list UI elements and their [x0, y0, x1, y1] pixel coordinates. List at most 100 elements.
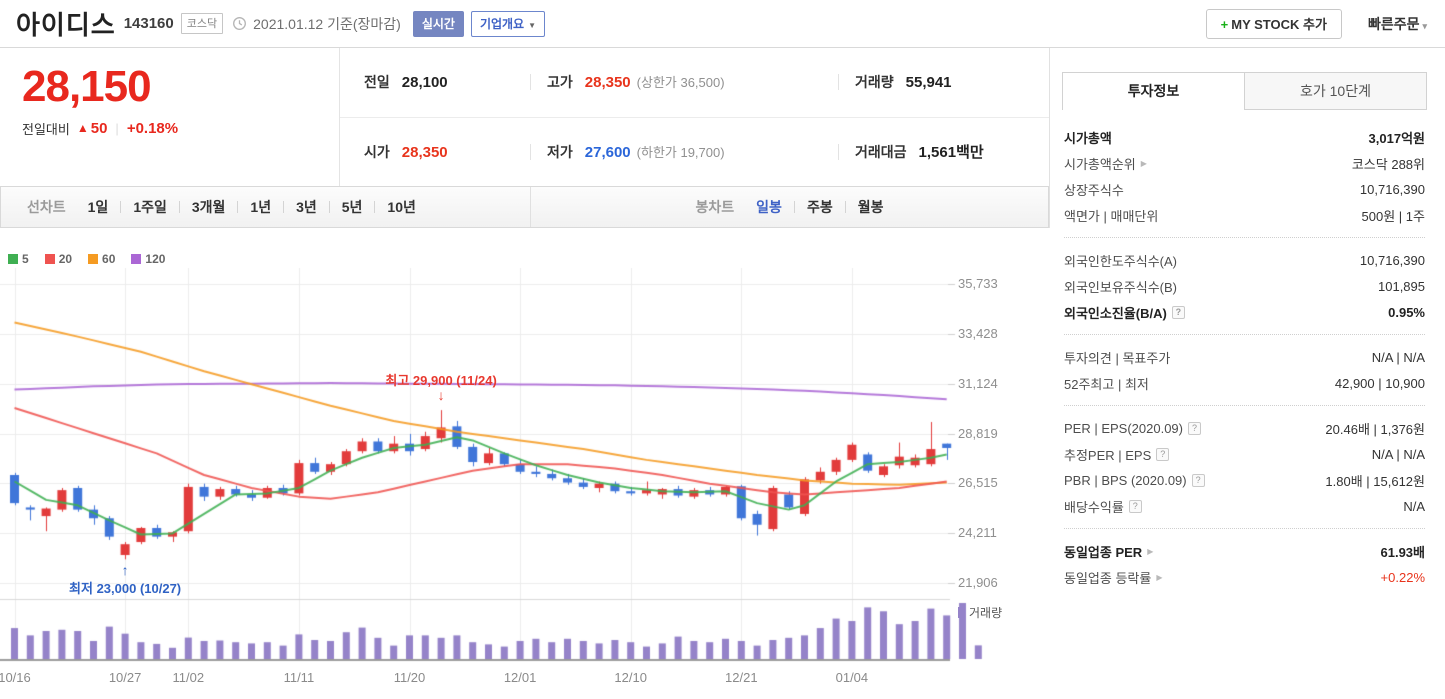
investor-info-rows: 시가총액 3,017억원 시가총액순위 ▶ 코스닥 288위 상장주식수 10,716,39…: [1062, 110, 1427, 590]
info-row-label[interactable]: 동일업종 등락률 ▶: [1064, 570, 1163, 586]
y-axis-tick-label: 35,733: [958, 276, 998, 291]
tab-investor-info[interactable]: 투자정보: [1062, 72, 1245, 110]
realtime-button[interactable]: 실시간: [412, 10, 464, 37]
y-axis-tick-label: 33,428: [958, 325, 998, 341]
legend-swatch: [131, 254, 142, 264]
change-value: 50: [90, 119, 108, 137]
info-row-label: 액면가 | 매매단위: [1064, 208, 1159, 224]
chevron-right-icon: ▶: [1147, 546, 1154, 556]
y-axis-tick-label: 31,124: [958, 375, 998, 391]
chart-annotation: 최고 29,900 (11/24): [385, 373, 497, 389]
help-icon[interactable]: ?: [1188, 421, 1201, 435]
tab-candle-월봉[interactable]: 월봉: [857, 199, 884, 215]
volume-legend: 거래량: [958, 604, 1002, 621]
chevron-right-icon: ▶: [1140, 158, 1147, 168]
info-row-label: 외국인한도주식수(A): [1064, 253, 1178, 269]
info-row-1: 시가총액순위 ▶ 코스닥 288위: [1064, 150, 1425, 176]
x-axis-tick-label: 12/10: [614, 670, 647, 685]
quick-order-button[interactable]: 빠른주문 ▾: [1367, 15, 1427, 32]
price-summary: 28,150 전일대비 ▲ 50 | +0.18% 전일 28,100: [0, 48, 1049, 186]
tab-candle-일봉[interactable]: 일봉: [756, 199, 782, 215]
legend-label: 120: [145, 252, 166, 266]
info-row-value: 코스닥 288위: [1351, 156, 1425, 172]
current-price: 28,150: [22, 62, 152, 111]
chevron-down-icon: ▼: [528, 20, 537, 30]
info-row-6: 외국인소진율(B/A)? 0.95%: [1064, 299, 1425, 325]
info-row-value: 20.46배 | 1,376원: [1325, 421, 1425, 437]
investor-panel-tabs: 투자정보 호가 10단계: [1062, 72, 1427, 110]
legend-label: 5: [22, 252, 29, 266]
y-axis-tick-label: 24,211: [958, 525, 997, 541]
info-row-value: N/A | N/A: [1371, 349, 1425, 365]
tab-period-3개월[interactable]: 3개월: [191, 199, 226, 215]
info-row-label[interactable]: 동일업종 PER ▶: [1064, 544, 1154, 560]
plus-icon: +: [1220, 17, 1229, 32]
info-row-label[interactable]: 시가총액순위 ▶: [1064, 156, 1147, 172]
line-chart-group-label: 선차트: [27, 199, 66, 215]
info-row-label: 배당수익률?: [1064, 497, 1142, 516]
company-overview-button[interactable]: 기업개요 ▼: [470, 10, 546, 37]
investor-info-panel: 투자정보 호가 10단계 시가총액 3,017억원 시가총액순위 ▶ 코스닥 288위 상…: [1050, 48, 1445, 698]
info-row-value: 101,895: [1378, 278, 1425, 294]
info-row-label: PBR | BPS (2020.09)?: [1064, 473, 1205, 488]
ohlc-table: 전일 28,100 고가 28,350 (상한가 36,500) 거래량 55,…: [340, 48, 1049, 186]
ma-legend-item: 5: [8, 252, 29, 266]
section-divider: [1064, 334, 1425, 335]
chevron-down-icon: ▾: [1422, 20, 1427, 31]
tab-period-1일[interactable]: 1일: [87, 199, 109, 215]
volume-cell: 거래량 55,941: [855, 74, 952, 92]
info-row-value: 10,716,390: [1359, 252, 1425, 268]
info-row-12: 배당수익률? N/A: [1064, 493, 1425, 519]
info-row-9: PER | EPS(2020.09)? 20.46배 | 1,376원: [1064, 415, 1425, 441]
info-row-0: 시가총액 3,017억원: [1064, 124, 1425, 150]
candle-chart-tabs: 봉차트 일봉 주봉 월봉: [530, 187, 1048, 227]
info-row-7: 투자의견 | 목표주가 N/A | N/A: [1064, 344, 1425, 370]
legend-swatch: [44, 254, 55, 264]
x-axis-tick-label: 11/20: [393, 670, 426, 685]
tab-period-1주일[interactable]: 1주일: [133, 199, 167, 215]
moving-average-legend: 5 20 60 120: [8, 252, 181, 266]
section-divider: [1064, 405, 1425, 406]
tab-candle-주봉[interactable]: 주봉: [806, 199, 833, 215]
stock-code: 143160: [123, 15, 174, 32]
help-icon[interactable]: ?: [1171, 305, 1185, 319]
chevron-right-icon: ▶: [1156, 572, 1163, 582]
info-row-value: 10,716,390: [1359, 181, 1425, 197]
ma-legend-item: 60: [88, 252, 115, 266]
info-row-8: 52주최고 | 최저 42,900 | 10,900: [1064, 370, 1425, 396]
up-triangle-icon: ▲: [76, 121, 89, 136]
ma-legend-item: 20: [44, 252, 72, 266]
help-icon[interactable]: ?: [1128, 499, 1142, 513]
info-row-label: 외국인보유주식수(B): [1064, 279, 1178, 295]
info-row-label: PER | EPS(2020.09)?: [1064, 421, 1201, 436]
low-cell: 저가 27,600 (하한가 19,700): [547, 143, 725, 161]
info-row-13: 동일업종 PER ▶ 61.93배: [1064, 538, 1425, 564]
info-row-5: 외국인보유주식수(B) 101,895: [1064, 273, 1425, 299]
tab-period-1년[interactable]: 1년: [250, 199, 272, 215]
info-row-10: 추정PER | EPS? N/A | N/A: [1064, 441, 1425, 467]
info-row-value: 3,017억원: [1368, 130, 1425, 146]
change-label: 전일대비: [22, 121, 70, 137]
line-chart-tabs: 선차트 1일 1주일 3개월 1년 3년 5년 10년: [1, 187, 530, 227]
help-icon[interactable]: ?: [1191, 473, 1205, 487]
tab-period-5년[interactable]: 5년: [341, 199, 363, 215]
header: 아이디스 143160 코스닥 2021.01.12 기준(장마감) 실시간 기…: [0, 0, 1445, 48]
x-axis-tick-label: 12/21: [725, 670, 758, 685]
price-volume-canvas: [0, 228, 1050, 698]
info-row-label: 외국인소진율(B/A)?: [1064, 303, 1185, 322]
volume-legend-swatch: [958, 607, 965, 618]
annotation-arrow-icon: ↓: [437, 387, 445, 404]
trade-value-cell: 거래대금 1,561백만: [855, 144, 984, 162]
add-mystock-button[interactable]: + MY STOCK 추가: [1205, 8, 1342, 39]
tab-period-3년[interactable]: 3년: [296, 199, 317, 215]
clock-icon: [232, 16, 247, 31]
tab-period-10년[interactable]: 10년: [387, 199, 416, 215]
help-icon[interactable]: ?: [1156, 447, 1170, 461]
info-row-11: PBR | BPS (2020.09)? 1.80배 | 15,612원: [1064, 467, 1425, 493]
date-info: 2021.01.12 기준(장마감): [253, 15, 401, 32]
info-row-label: 투자의견 | 목표주가: [1064, 350, 1171, 366]
tab-order-book[interactable]: 호가 10단계: [1245, 72, 1427, 110]
info-row-value: N/A: [1403, 498, 1425, 514]
info-row-value: 0.95%: [1388, 304, 1425, 320]
y-axis-tick-label: 26,515: [958, 475, 998, 491]
